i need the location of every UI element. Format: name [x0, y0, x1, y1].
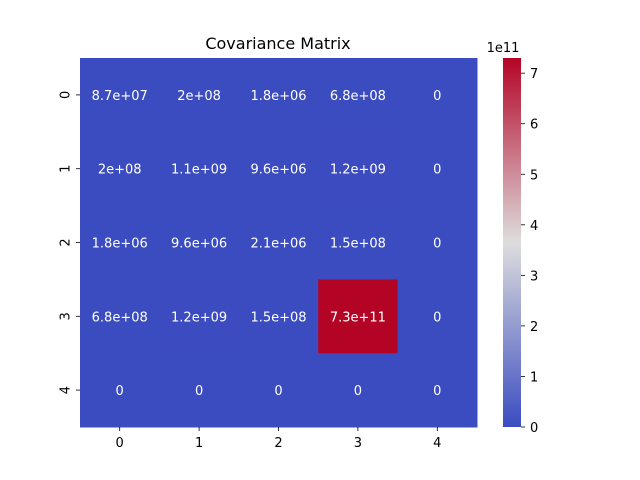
heatmap-cell-2-2: [238, 205, 319, 280]
cell-label-0-4: 0: [433, 89, 441, 104]
cell-label-3-3: 7.3e+11: [330, 310, 386, 325]
heatmap-cell-1-2: [238, 131, 319, 207]
cell-label-2-1: 9.6e+06: [171, 237, 227, 252]
heatmap-cells: 8.7e+07 2e+08 1.8e+06 6.8e+08 0 2e+08 1.1e+09 9…: [80, 58, 478, 428]
colorbar-tick-label: 3: [530, 269, 538, 284]
cell-label-0-1: 2e+08: [177, 89, 221, 104]
x-tick-label: 1: [195, 436, 203, 451]
cell-label-1-0: 2e+08: [98, 163, 142, 178]
heatmap-cell-2-4: [397, 205, 478, 280]
heatmap-cell-3-0: [80, 279, 160, 354]
heatmap-cell-0-4: [397, 58, 478, 133]
heatmap-cell-4-3: [318, 353, 399, 428]
heatmap-cell-0-0: [80, 58, 160, 133]
cell-label-4-4: 0: [433, 384, 441, 399]
heatmap-cell-1-3: [318, 131, 399, 207]
colorbar-ticks: 0 1 2 3 4 5 6 7: [521, 67, 538, 436]
cell-label-3-1: 1.2e+09: [171, 310, 227, 325]
heatmap-cell-1-1: [159, 131, 240, 207]
heatmap-cell-4-4: [397, 353, 478, 428]
colorbar: [503, 58, 521, 427]
cell-label-3-2: 1.5e+08: [250, 310, 306, 325]
cell-label-4-0: 0: [116, 384, 124, 399]
cell-label-1-3: 1.2e+09: [330, 163, 386, 178]
heatmap-cell-3-4: [397, 279, 478, 354]
y-tick-label: 2: [59, 238, 74, 246]
cell-label-0-2: 1.8e+06: [250, 89, 306, 104]
x-tick-label: 2: [274, 436, 282, 451]
cell-label-1-1: 1.1e+09: [171, 163, 227, 178]
cell-label-4-2: 0: [274, 384, 282, 399]
heatmap-cell-3-2: [238, 279, 319, 354]
x-tick-label: 0: [116, 436, 124, 451]
colorbar-tick-label: 4: [530, 219, 538, 234]
chart-title: Covariance Matrix: [205, 34, 350, 53]
cell-label-1-4: 0: [433, 163, 441, 178]
heatmap-cell-4-0: [80, 353, 160, 428]
cell-label-3-0: 6.8e+08: [92, 310, 148, 325]
heatmap-cell-2-3: [318, 205, 399, 280]
y-axis: 0 1 2 3 4: [59, 91, 80, 394]
heatmap-cell-2-0: [80, 205, 160, 280]
y-tick-label: 3: [59, 312, 74, 320]
y-tick-label: 1: [59, 165, 74, 173]
cell-label-2-2: 2.1e+06: [250, 237, 306, 252]
heatmap-cell-2-1: [159, 205, 240, 280]
heatmap-cell-0-1: [159, 58, 240, 133]
cell-label-1-2: 9.6e+06: [250, 163, 306, 178]
cell-label-4-3: 0: [354, 384, 362, 399]
cell-label-2-4: 0: [433, 237, 441, 252]
heatmap-cell-1-4: [397, 131, 478, 207]
cell-label-0-3: 6.8e+08: [330, 89, 386, 104]
heatmap-cell-3-3: [318, 279, 399, 354]
heatmap-cell-4-2: [238, 353, 319, 428]
colorbar-tick-label: 0: [530, 421, 538, 436]
colorbar-tick-label: 7: [530, 67, 538, 82]
cell-label-3-4: 0: [433, 310, 441, 325]
colorbar-offset-label: 1e11: [487, 41, 520, 56]
colorbar-tick-label: 6: [530, 118, 538, 133]
x-tick-label: 4: [433, 436, 441, 451]
cell-label-2-0: 1.8e+06: [92, 237, 148, 252]
y-tick-label: 4: [59, 386, 74, 394]
colorbar-tick-label: 1: [530, 370, 538, 385]
heatmap-cell-1-0: [80, 131, 160, 207]
heatmap-cell-4-1: [159, 353, 240, 428]
x-axis: 0 1 2 3 4: [116, 427, 441, 451]
heatmap-cell-0-3: [318, 58, 399, 133]
cell-label-2-3: 1.5e+08: [330, 237, 386, 252]
heatmap-cell-3-1: [159, 279, 240, 354]
x-tick-label: 3: [354, 436, 362, 451]
y-tick-label: 0: [59, 91, 74, 99]
cell-label-0-0: 8.7e+07: [92, 89, 148, 104]
colorbar-tick-label: 2: [530, 320, 538, 335]
heatmap-cell-0-2: [238, 58, 319, 133]
cell-label-4-1: 0: [195, 384, 203, 399]
colorbar-tick-label: 5: [530, 168, 538, 183]
